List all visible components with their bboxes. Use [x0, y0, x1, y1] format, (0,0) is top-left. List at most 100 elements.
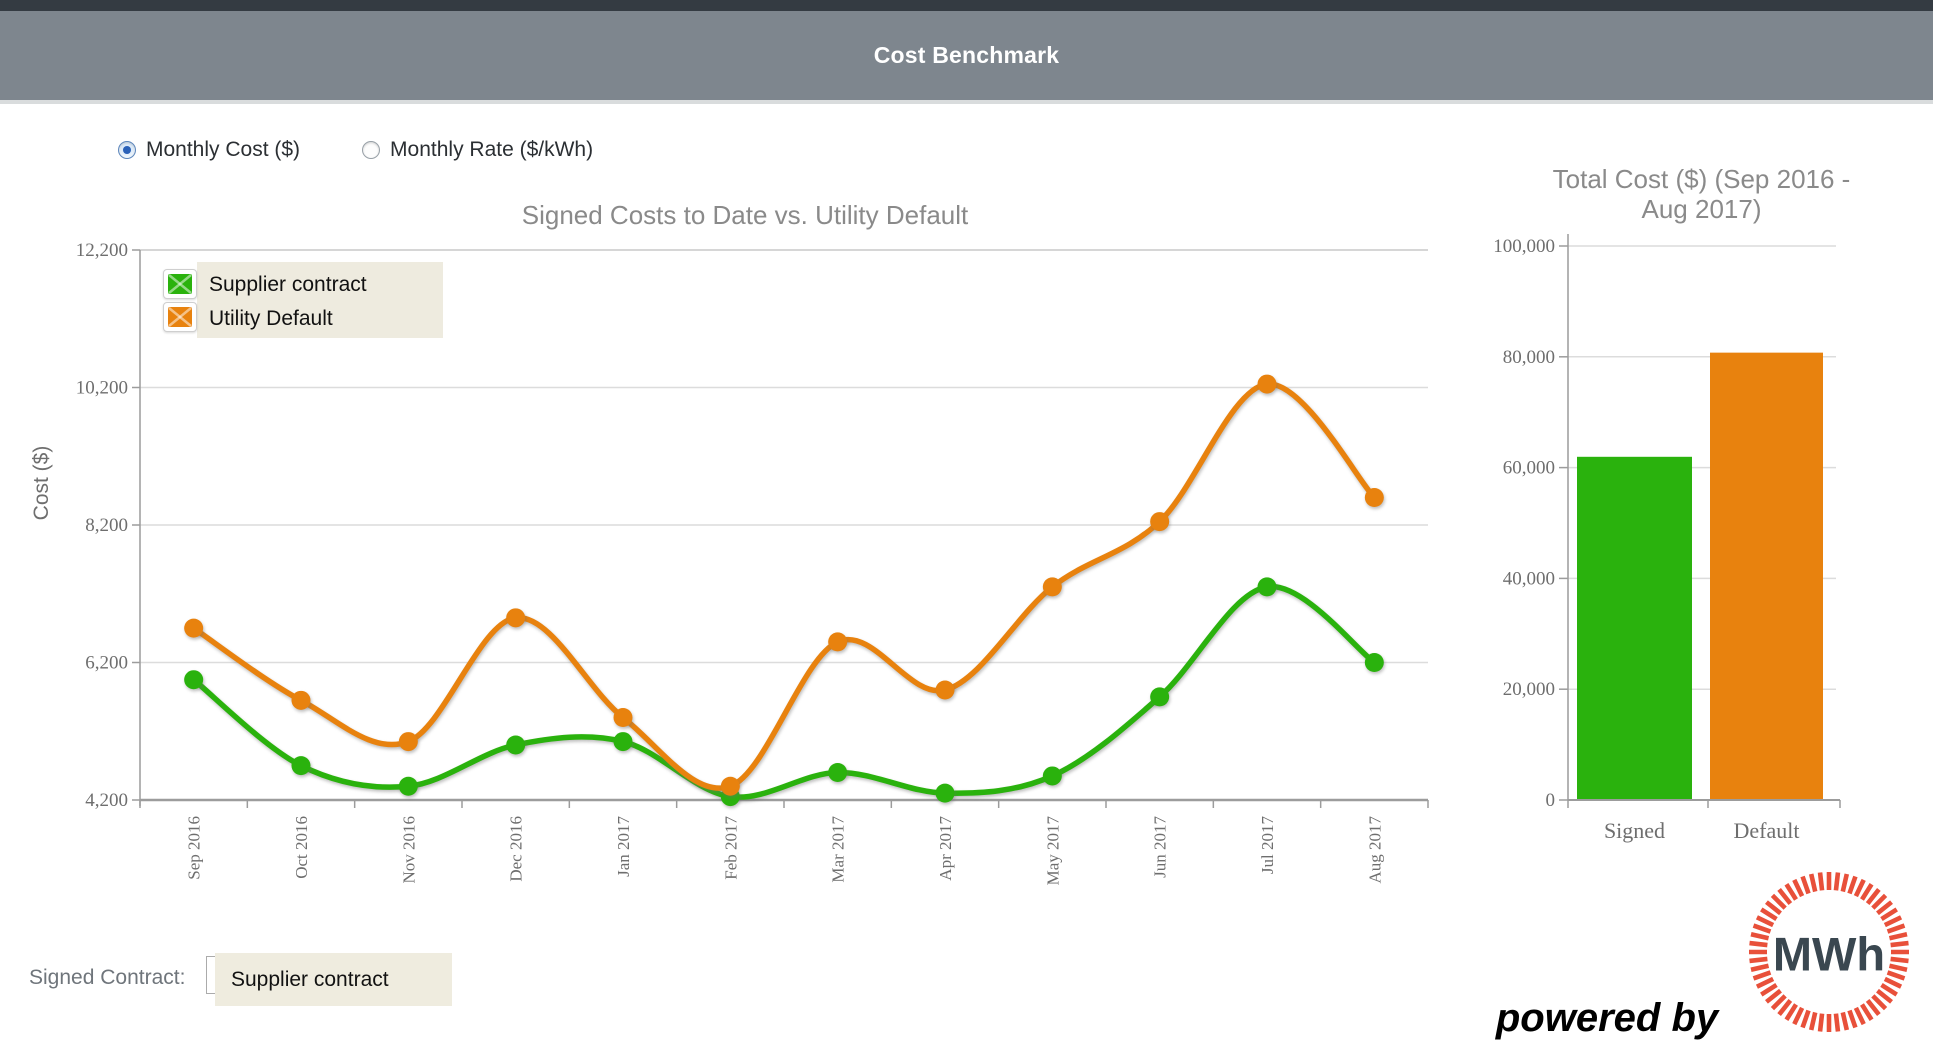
logo-ring-dash [1883, 976, 1903, 989]
logo-ring-dash [1888, 931, 1908, 941]
logo-text: MWh [1773, 928, 1885, 981]
logo-ring-dash [1755, 976, 1775, 989]
data-point-marker [1042, 766, 1062, 786]
data-point-marker [613, 732, 633, 752]
series-line-supplier-contract [190, 584, 1378, 800]
logo-ring-dash [1840, 1011, 1850, 1031]
logo-ring-dash [1853, 1006, 1866, 1026]
x-tick-label: Feb 2017 [721, 816, 740, 880]
line-chart: 12,200 10,200 8,200 6,200 4,200 Sep 2016 Oct 2… [76, 240, 1429, 886]
logo-ring-dash [1760, 907, 1778, 921]
total-cost-bar-default [1710, 352, 1823, 800]
logo-ring-dash [1800, 1009, 1811, 1029]
x-tick-label: May 2017 [1043, 816, 1062, 886]
data-point-marker [828, 763, 848, 782]
data-point-marker [398, 776, 418, 796]
logo-ring-dash [1817, 872, 1825, 891]
x-tick-label: Oct 2016 [292, 816, 311, 879]
logo-ring-dash [1777, 999, 1793, 1016]
radio-button-monthly-cost[interactable] [118, 141, 136, 159]
x-tick-label: Mar 2017 [829, 816, 848, 883]
total-cost-bar-signed [1577, 456, 1692, 800]
data-point-marker [828, 632, 848, 652]
logo-ring-dash [1750, 963, 1770, 973]
logo-ring-dash [1876, 900, 1893, 916]
logo-ring-dash [1833, 872, 1841, 891]
data-point-marker [935, 783, 955, 803]
logo-ring-dash [1853, 878, 1866, 898]
data-point-marker [506, 735, 526, 755]
logo-ring-dash [1890, 940, 1909, 948]
x-tick-label: Aug 2017 [1365, 816, 1384, 884]
logo-ring-dash [1888, 963, 1908, 973]
radio-option-monthly-rate[interactable]: Monthly Rate ($/kWh) [362, 138, 593, 162]
logo-ring-dash [1808, 1011, 1818, 1031]
radio-button-monthly-rate[interactable] [362, 141, 381, 159]
logo-ring-dash [1833, 1013, 1841, 1032]
x-tick-label: Apr 2017 [936, 816, 955, 881]
signed-contract-value: Supplier contract [231, 967, 389, 991]
x-tick-label: Jan 2017 [614, 816, 633, 877]
y-tick-label: 100,000 [1493, 236, 1555, 257]
logo-ring-dash [1752, 923, 1772, 934]
y-tick-label: 6,200 [85, 653, 128, 674]
logo-dashed-ring [1749, 872, 1909, 1032]
logo-ring-dash [1886, 923, 1906, 934]
window-top-strip [0, 0, 1933, 11]
y-tick-label: 60,000 [1503, 458, 1555, 479]
line-chart-legend [197, 262, 443, 338]
x-tick-label: Dec 2016 [507, 816, 526, 882]
logo-ring-dash [1865, 999, 1881, 1016]
bar-chart-title-line2: Aug 2017) [1641, 194, 1762, 224]
data-point-marker [291, 756, 311, 776]
logo-ring-dash [1784, 1003, 1798, 1021]
chart-mode-controls: Monthly Cost ($) Monthly Rate ($/kWh) [118, 138, 593, 162]
data-point-marker [398, 732, 418, 752]
data-point-marker [935, 680, 955, 700]
logo-ring-dash [1749, 956, 1768, 964]
signed-contract-value-box[interactable]: Supplier contract [215, 953, 452, 1006]
data-point-marker [1257, 577, 1277, 597]
logo-ring-dash [1847, 875, 1858, 895]
logo-ring-dash [1750, 931, 1770, 941]
logo-ring-dash [1880, 983, 1898, 997]
data-point-marker [1364, 653, 1384, 672]
x-tick-label: Nov 2016 [399, 816, 418, 884]
data-point-marker [1150, 512, 1170, 532]
x-tick-label: Sep 2016 [185, 816, 204, 880]
data-point-marker [184, 670, 204, 690]
y-tick-label: 8,200 [85, 515, 128, 536]
data-point-marker [506, 608, 526, 628]
logo-ring-dash [1880, 907, 1898, 921]
data-point-marker [291, 690, 311, 710]
logo-ring-dash [1777, 888, 1793, 905]
legend-label-utility-default: Utility Default [209, 307, 333, 330]
logo-ring-dash [1840, 873, 1850, 893]
legend-toggle-utility-default[interactable] [163, 302, 197, 332]
line-chart-title: Signed Costs to Date vs. Utility Default [521, 200, 969, 230]
radio-option-monthly-cost[interactable]: Monthly Cost ($) [118, 138, 300, 162]
data-point-marker [720, 776, 740, 796]
data-point-marker [1364, 488, 1384, 507]
logo-ring-dash [1784, 883, 1798, 901]
x-tick-label: Jun 2017 [1151, 816, 1170, 878]
supplier-contract-swatch-icon [168, 274, 192, 294]
logo-ring-dash [1817, 1013, 1825, 1032]
legend-toggle-supplier-contract[interactable] [163, 269, 197, 299]
logo-ring-dash [1871, 994, 1888, 1011]
data-point-marker [184, 618, 204, 638]
logo-ring-dash [1890, 956, 1909, 964]
legend-labels: Supplier contract Utility Default [209, 270, 367, 333]
legend-swatches [163, 269, 197, 332]
logo-ring-dash [1860, 1003, 1874, 1021]
y-tick-label: 20,000 [1503, 679, 1555, 700]
logo-ring-dash [1760, 983, 1778, 997]
logo-ring-dash [1755, 915, 1775, 928]
data-point-marker [1042, 577, 1062, 597]
logo-ring-dash [1865, 888, 1881, 905]
logo-ring-dash [1792, 1006, 1805, 1026]
bar-category-label: Default [1734, 818, 1800, 843]
y-tick-label: 4,200 [85, 790, 128, 811]
logo-ring-dash [1876, 988, 1893, 1004]
